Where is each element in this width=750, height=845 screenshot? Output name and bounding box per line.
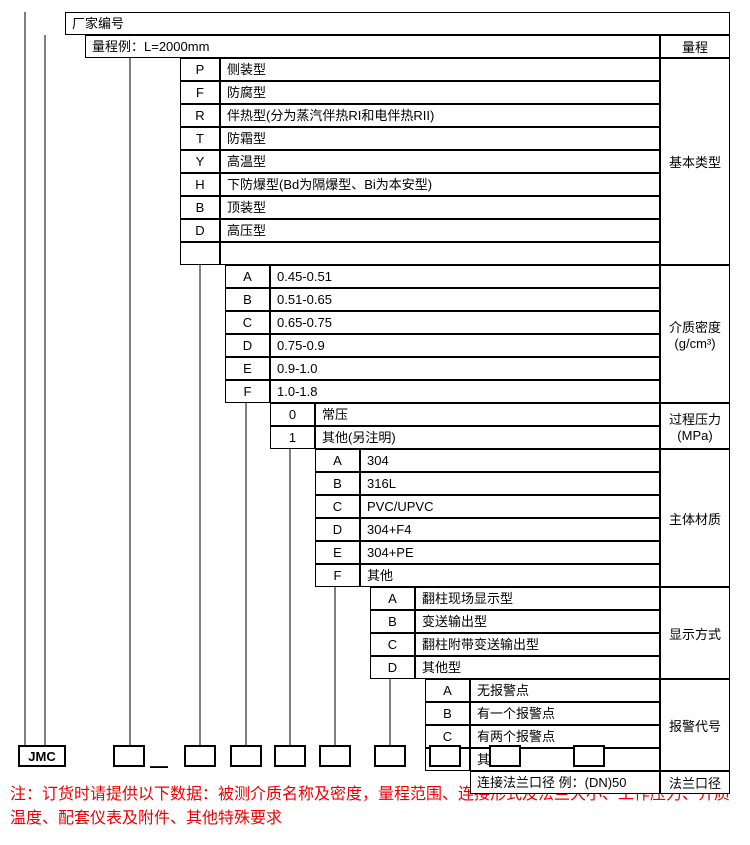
code-cell: D <box>315 518 360 541</box>
desc-cell: 常压 <box>315 403 660 426</box>
code-cell: D <box>370 656 415 679</box>
header-range-example: 量程例：L=2000mm <box>85 35 660 58</box>
category-label: 介质密度(g/cm³) <box>660 265 730 403</box>
desc-cell: 伴热型(分为蒸汽伴热RI和电伴热RII) <box>220 104 660 127</box>
code-cell: T <box>180 127 220 150</box>
desc-cell: 其他(另注明) <box>315 426 660 449</box>
code-cell: A <box>315 449 360 472</box>
code-cell: B <box>180 196 220 219</box>
code-cell <box>180 242 220 265</box>
code-cell: R <box>180 104 220 127</box>
code-cell: C <box>225 311 270 334</box>
code-cell: F <box>180 81 220 104</box>
header-vendor-code: 厂家编号 <box>65 12 730 35</box>
desc-cell: 0.75-0.9 <box>270 334 660 357</box>
code-slot-box <box>274 745 306 767</box>
code-cell: E <box>315 541 360 564</box>
desc-cell: 无报警点 <box>470 679 660 702</box>
desc-cell: 变送输出型 <box>415 610 660 633</box>
desc-cell: 有一个报警点 <box>470 702 660 725</box>
desc-cell: 304 <box>360 449 660 472</box>
desc-cell: 0.65-0.75 <box>270 311 660 334</box>
desc-cell: 翻柱现场显示型 <box>415 587 660 610</box>
desc-cell: 316L <box>360 472 660 495</box>
desc-cell: 其他 <box>360 564 660 587</box>
code-cell: D <box>225 334 270 357</box>
code-cell: 0 <box>270 403 315 426</box>
desc-cell: 1.0-1.8 <box>270 380 660 403</box>
code-cell: D <box>180 219 220 242</box>
code-slot-box <box>573 745 605 767</box>
code-cell: B <box>225 288 270 311</box>
code-cell: C <box>370 633 415 656</box>
category-label: 法兰口径 <box>660 771 730 794</box>
category-label: 过程压力(MPa) <box>660 403 730 449</box>
code-cell: A <box>225 265 270 288</box>
code-slot-box <box>319 745 351 767</box>
code-cell: P <box>180 58 220 81</box>
desc-cell: 翻柱附带变送输出型 <box>415 633 660 656</box>
code-cell: F <box>225 380 270 403</box>
code-slot-box <box>184 745 216 767</box>
code-cell: F <box>315 564 360 587</box>
category-label: 主体材质 <box>660 449 730 587</box>
desc-cell <box>220 242 660 265</box>
desc-cell: 0.51-0.65 <box>270 288 660 311</box>
code-cell: 1 <box>270 426 315 449</box>
category-label: 显示方式 <box>660 587 730 679</box>
desc-cell: 防霜型 <box>220 127 660 150</box>
code-cell: B <box>425 702 470 725</box>
code-prefix-box: JMC <box>18 745 66 767</box>
separator-dash: — <box>150 756 168 777</box>
code-slot-box <box>429 745 461 767</box>
desc-cell: 0.45-0.51 <box>270 265 660 288</box>
ordering-code-diagram: 厂家编号量程例：L=2000mm量程P侧装型F防腐型R伴热型(分为蒸汽伴热RI和… <box>10 10 740 775</box>
desc-cell: 侧装型 <box>220 58 660 81</box>
code-cell: B <box>370 610 415 633</box>
code-cell: B <box>315 472 360 495</box>
category-label: 量程 <box>660 35 730 58</box>
desc-cell: 下防爆型(Bd为隔爆型、Bi为本安型) <box>220 173 660 196</box>
code-cell: C <box>315 495 360 518</box>
desc-cell: 0.9-1.0 <box>270 357 660 380</box>
desc-cell: 其他型 <box>415 656 660 679</box>
code-cell: H <box>180 173 220 196</box>
code-cell: E <box>225 357 270 380</box>
desc-cell: PVC/UPVC <box>360 495 660 518</box>
code-slot-box <box>489 745 521 767</box>
desc-cell: 高压型 <box>220 219 660 242</box>
desc-cell: 高温型 <box>220 150 660 173</box>
code-slot-box <box>113 745 145 767</box>
flange-cell: 连接法兰口径 例：(DN)50 <box>470 771 660 794</box>
desc-cell: 顶装型 <box>220 196 660 219</box>
code-cell: A <box>370 587 415 610</box>
code-cell: Y <box>180 150 220 173</box>
desc-cell: 防腐型 <box>220 81 660 104</box>
desc-cell: 304+PE <box>360 541 660 564</box>
category-label: 基本类型 <box>660 58 730 265</box>
desc-cell: 304+F4 <box>360 518 660 541</box>
code-cell: A <box>425 679 470 702</box>
category-label: 报警代号 <box>660 679 730 771</box>
code-slot-box <box>374 745 406 767</box>
code-slot-box <box>230 745 262 767</box>
